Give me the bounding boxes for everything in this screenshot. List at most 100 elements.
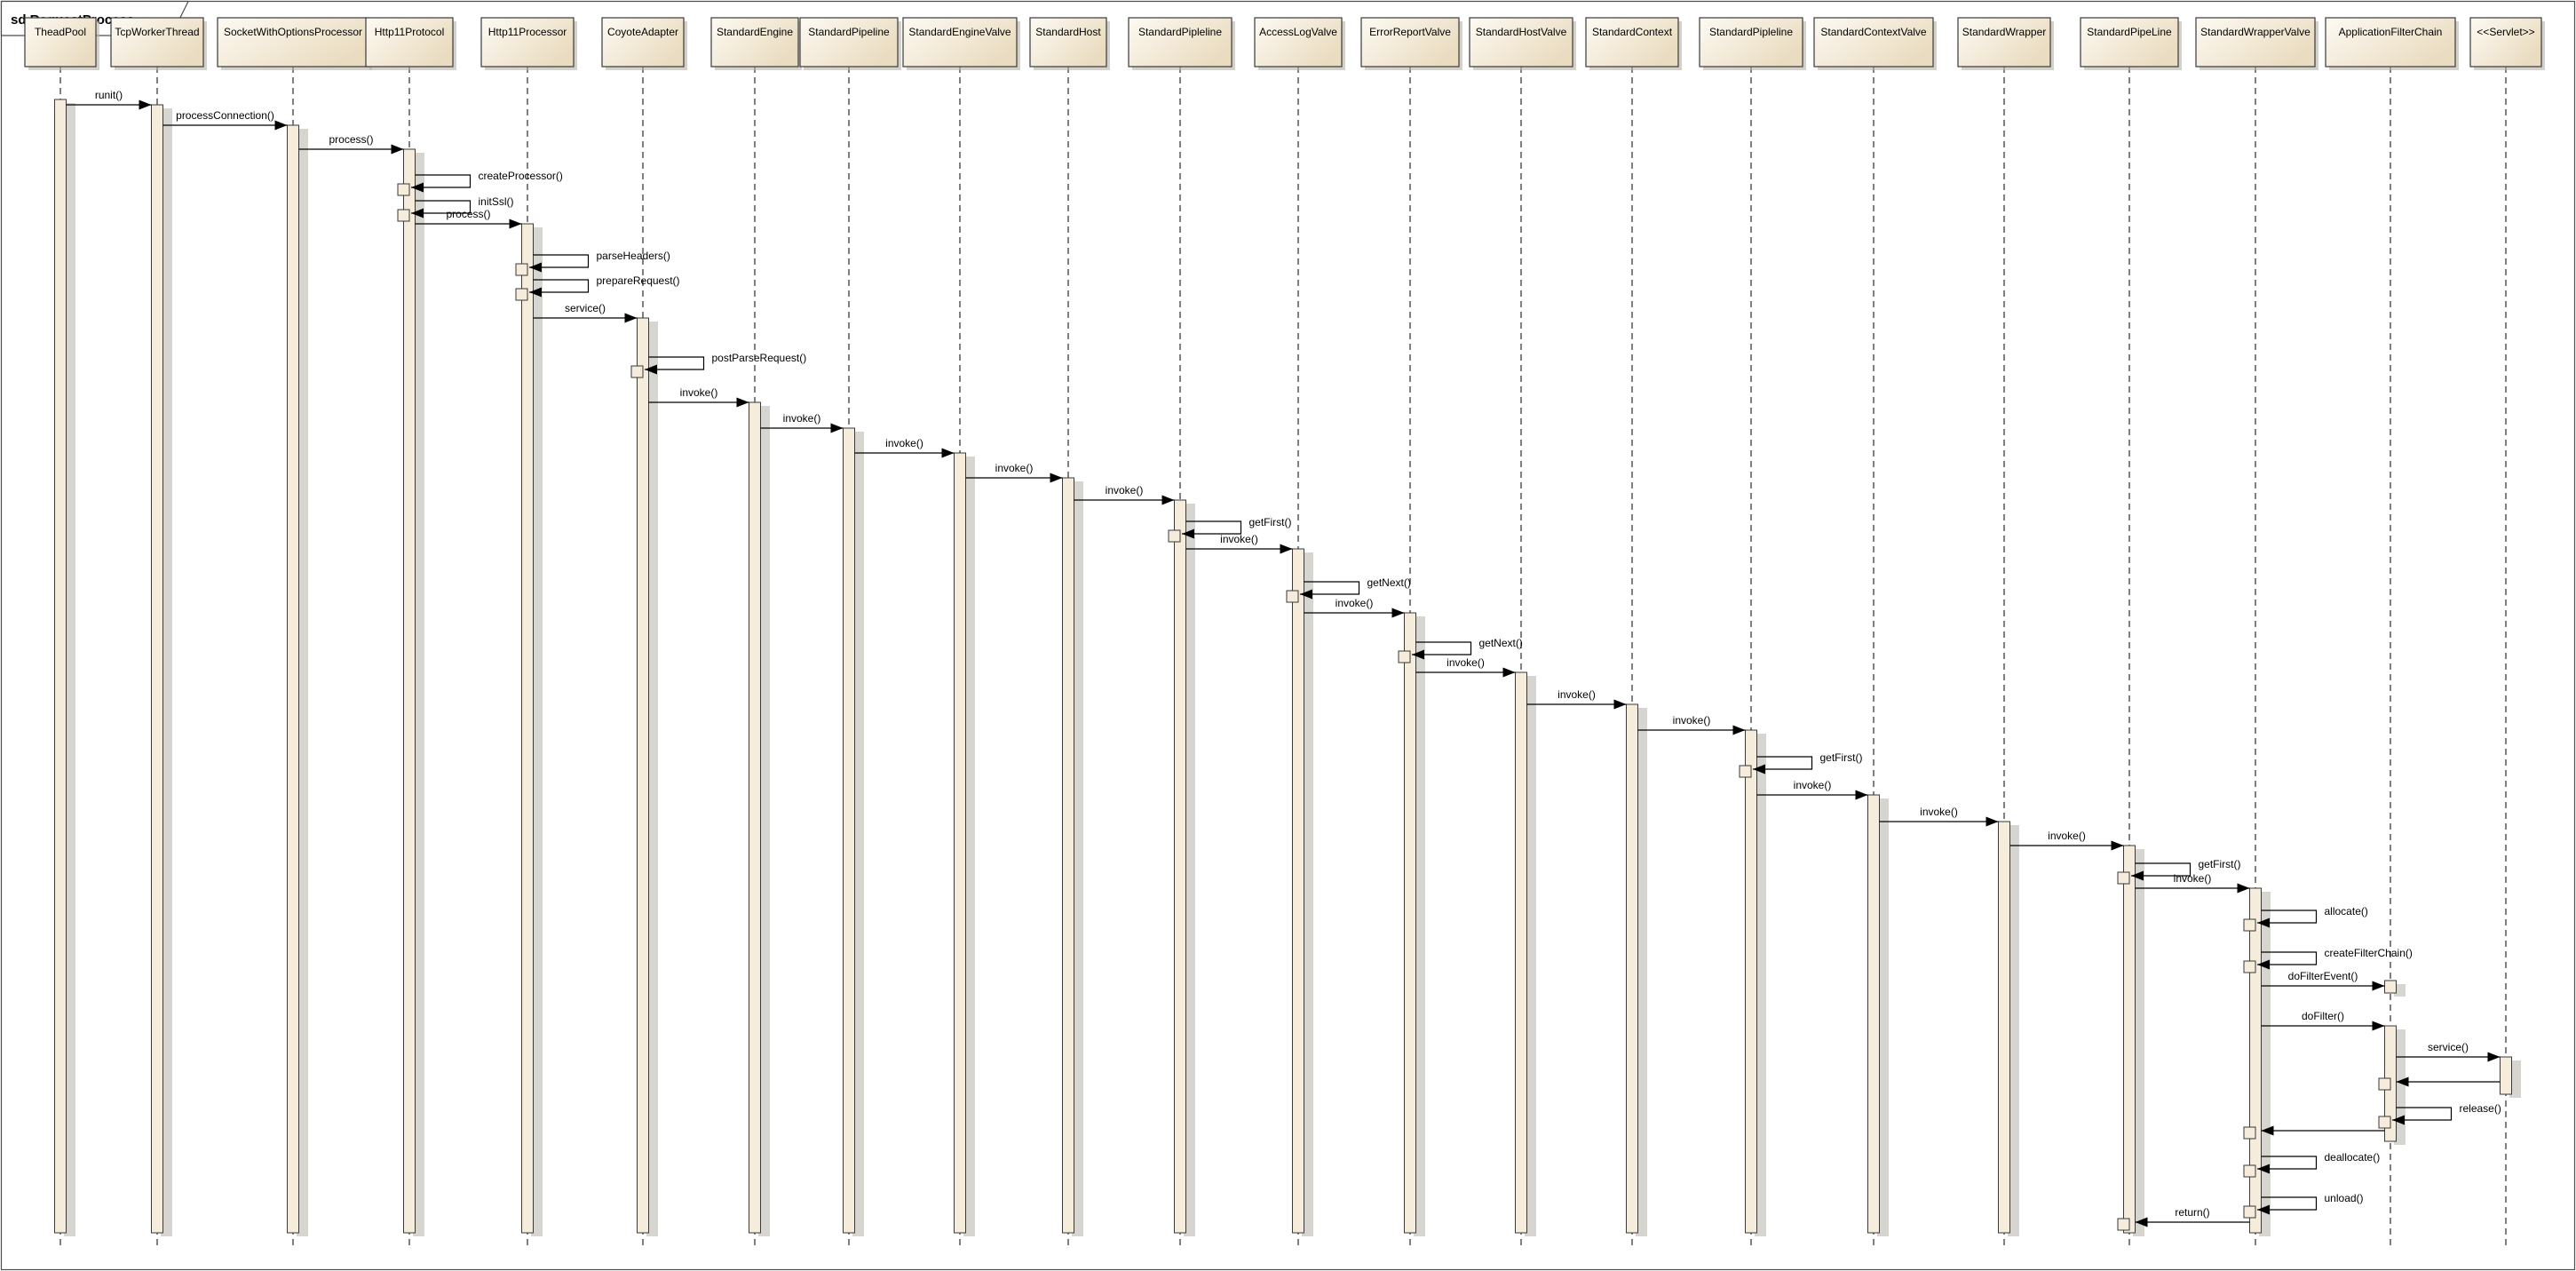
nested-activation-square <box>1739 765 1752 778</box>
message-label: invoke() <box>1106 484 1144 496</box>
nested-activation-square <box>2117 871 2130 885</box>
lifeline-head-box <box>1128 17 1233 68</box>
activation-bar <box>403 148 416 1234</box>
arrowhead-icon <box>2372 981 2385 991</box>
arrowhead-icon <box>645 364 657 375</box>
self-message-loop <box>2257 1196 2318 1211</box>
message-label: runit() <box>95 89 123 101</box>
nested-activation-square <box>2243 960 2256 973</box>
self-message-loop <box>2392 1107 2453 1121</box>
nested-activation-square <box>515 288 528 301</box>
activation-bar <box>749 401 761 1234</box>
message-label: doFilterEvent() <box>2288 970 2358 982</box>
lifeline-name: CoyoteAdapter <box>607 26 678 38</box>
arrowhead-icon <box>2131 870 2144 881</box>
self-message-loop <box>2131 862 2192 877</box>
nested-activation-square <box>2117 1218 2130 1231</box>
nested-activation-square <box>2243 1205 2256 1219</box>
nested-activation-square <box>515 263 528 276</box>
nested-activation-square <box>1398 650 1411 663</box>
lifeline-head-box <box>710 17 799 68</box>
message-label: invoke() <box>1447 656 1485 669</box>
message-label: getNext() <box>1367 576 1411 589</box>
arrowhead-icon <box>2237 883 2250 894</box>
activation-shadow <box>1755 734 1766 1236</box>
lifeline-name: StandardPipleline <box>1709 26 1793 38</box>
lifeline-name: TheadPool <box>35 26 86 38</box>
lifeline-head-box <box>799 17 899 68</box>
activation-bar <box>1174 499 1186 1234</box>
lifeline-head-box <box>1254 17 1343 68</box>
nested-activation-square <box>397 183 410 196</box>
message-label: invoke() <box>1920 806 1958 818</box>
arrowhead-icon <box>411 208 424 218</box>
lifeline-name: TcpWorkerThread <box>115 26 199 38</box>
arrowhead-icon <box>509 218 522 229</box>
lifeline-head-box <box>2325 17 2456 68</box>
arrowhead-icon <box>1300 589 1312 600</box>
activation-bar <box>1404 612 1416 1234</box>
arrowhead-icon <box>1050 473 1063 483</box>
arrowhead-icon <box>1280 544 1293 554</box>
activation-bar <box>1062 477 1074 1234</box>
activation-bar <box>1626 703 1638 1234</box>
lifeline-name: StandardHost <box>1035 26 1101 38</box>
lifeline-name: ApplicationFilterChain <box>2339 26 2443 38</box>
activation-shadow <box>758 406 770 1236</box>
lifeline-head-box <box>601 17 685 68</box>
arrowhead-icon <box>2261 1125 2274 1136</box>
activation-bar <box>287 124 299 1234</box>
lifeline-name: SocketWithOptionsProcessor <box>224 26 362 38</box>
message-label: prepareRequest() <box>597 274 680 287</box>
message-label: invoke() <box>680 386 718 399</box>
self-message-loop <box>1182 520 1242 535</box>
message-label: invoke() <box>783 412 821 425</box>
arrowhead-icon <box>2135 1217 2148 1227</box>
lifeline-name: StandardWrapper <box>1962 26 2047 38</box>
activation-bar <box>54 99 67 1234</box>
activation-bar <box>843 427 855 1234</box>
activation-shadow <box>64 103 75 1236</box>
self-message-loop <box>1753 756 1813 770</box>
message-label: createFilterChain() <box>2325 947 2413 959</box>
lifeline-head-box <box>1585 17 1679 68</box>
lifeline-name: StandardContextValve <box>1820 26 1927 38</box>
message-label: invoke() <box>1336 597 1374 609</box>
nested-activation-square <box>397 209 410 222</box>
lifeline-head-box <box>110 17 204 68</box>
self-message-loop <box>1412 641 1472 655</box>
arrowhead-icon <box>1502 667 1516 678</box>
nested-activation-square <box>2378 1077 2391 1091</box>
message-label: invoke() <box>2048 830 2086 842</box>
self-message-loop <box>2257 951 2318 965</box>
activation-shadow <box>1636 708 1647 1236</box>
activation-shadow <box>297 129 308 1236</box>
arrowhead-icon <box>529 287 542 298</box>
lifeline-name: Http11Processor <box>488 26 567 38</box>
arrowhead-icon <box>1753 764 1765 775</box>
activation-bar <box>637 317 649 1234</box>
self-message-loop <box>411 200 472 214</box>
arrowhead-icon <box>941 448 955 458</box>
activation-shadow <box>2133 849 2144 1236</box>
message-label: getFirst() <box>1820 751 1863 764</box>
nested-activation-square <box>2378 1116 2391 1129</box>
arrowhead-icon <box>2111 840 2124 851</box>
arrowhead-icon <box>2372 1021 2385 1031</box>
arrowhead-icon <box>2487 1052 2501 1062</box>
nested-activation-square <box>1168 529 1181 543</box>
arrowhead-icon <box>2257 1204 2270 1215</box>
message-label: getNext() <box>1479 637 1523 649</box>
nested-activation-square <box>2243 1126 2256 1140</box>
arrowhead-icon <box>1732 725 1746 735</box>
activation-shadow <box>2008 825 2019 1236</box>
lifeline-head-box <box>902 17 1018 68</box>
message-label: return() <box>2175 1206 2209 1219</box>
activation-shadow <box>1414 616 1425 1236</box>
lifeline-name: StandardContext <box>1592 26 1673 38</box>
arrowhead-icon <box>2396 1076 2409 1087</box>
arrowhead-icon <box>1855 790 1868 800</box>
activation-shadow <box>1525 676 1536 1236</box>
lifeline-name: StandardPipleline <box>1138 26 1222 38</box>
arrowhead-icon <box>1613 699 1627 710</box>
